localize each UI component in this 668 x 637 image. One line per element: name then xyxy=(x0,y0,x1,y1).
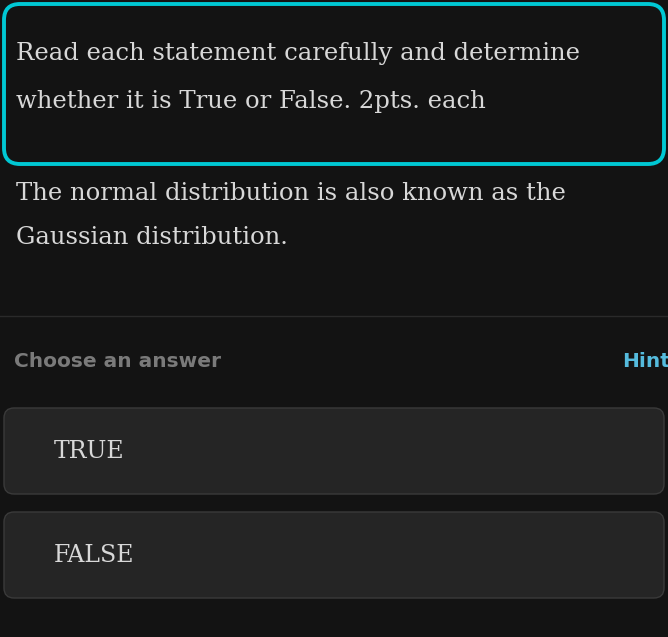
Text: TRUE: TRUE xyxy=(54,440,125,462)
Text: Read each statement carefully and determine: Read each statement carefully and determ… xyxy=(16,42,580,65)
FancyBboxPatch shape xyxy=(4,4,664,164)
FancyBboxPatch shape xyxy=(4,512,664,598)
Text: Gaussian distribution.: Gaussian distribution. xyxy=(16,226,288,249)
Text: Choose an answer: Choose an answer xyxy=(14,352,221,371)
Text: The normal distribution is also known as the: The normal distribution is also known as… xyxy=(16,182,566,205)
FancyBboxPatch shape xyxy=(4,408,664,494)
Text: whether it is True or False. 2pts. each: whether it is True or False. 2pts. each xyxy=(16,90,486,113)
Text: FALSE: FALSE xyxy=(54,543,134,566)
Text: Hint: Hint xyxy=(622,352,668,371)
